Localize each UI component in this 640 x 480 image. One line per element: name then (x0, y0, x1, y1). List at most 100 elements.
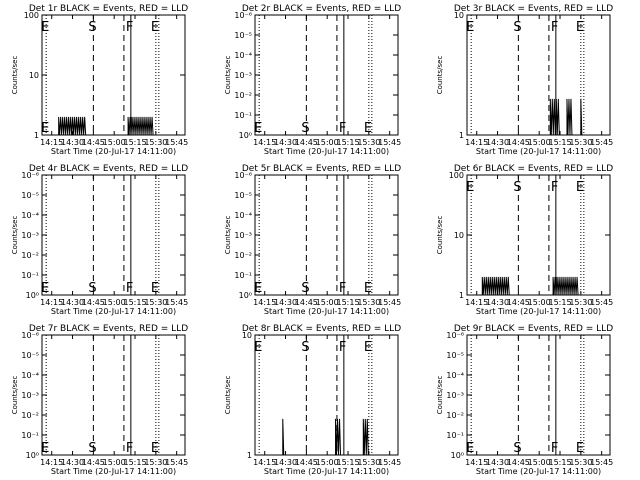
panel-title: Det 4r BLACK = Events, RED = LLD (29, 164, 188, 174)
marker-label: E (41, 20, 49, 35)
marker-label: E (254, 281, 262, 296)
event-spikes (362, 418, 369, 456)
x-tick-label: 14:15 (40, 298, 63, 307)
x-tick-label: 15:30 (569, 138, 592, 147)
y-axis-label: Counts/sec (224, 216, 232, 255)
y-tick-label: 1 (247, 451, 252, 460)
plot-frame (466, 334, 611, 456)
x-tick-label: 14:30 (274, 458, 297, 467)
y-tick-label: 10⁰ (26, 451, 39, 460)
x-tick-label: 14:30 (486, 458, 509, 467)
marker-label: S (88, 441, 96, 456)
x-tick-label: 15:30 (357, 138, 380, 147)
x-tick-label: 15:30 (144, 458, 167, 467)
panel-title: Det 3r BLACK = Events, RED = LLD (454, 4, 613, 14)
y-tick-label: 10⁻¹ (446, 431, 464, 440)
marker-label: E (364, 340, 372, 355)
x-tick-label: 15:00 (103, 138, 126, 147)
y-axis-label: Counts/sec (436, 56, 444, 95)
panel-title: Det 1r BLACK = Events, RED = LLD (29, 4, 188, 14)
y-tick-label: 10⁰ (451, 451, 464, 460)
x-tick-label: 14:45 (507, 298, 530, 307)
y-axis-label: Counts/sec (11, 216, 19, 255)
marker-label: F (126, 281, 133, 296)
y-tick-label: 10 (242, 331, 252, 340)
x-tick-label: 14:15 (465, 298, 488, 307)
y-tick-label: 10⁻⁵ (234, 31, 252, 40)
y-tick-label: 10⁻¹ (21, 271, 39, 280)
marker-label: F (551, 441, 558, 456)
marker-label: E (466, 180, 474, 195)
y-tick-label: 10⁻⁶ (21, 331, 39, 340)
x-axis-label: Start Time (20-Jul-17 14:11:00) (476, 467, 601, 476)
plot-frame (41, 14, 186, 136)
marker-label: E (41, 441, 49, 456)
marker-label: F (126, 441, 133, 456)
x-tick-label: 15:30 (357, 298, 380, 307)
y-tick-label: 10 (29, 71, 39, 80)
plot-frame (254, 334, 399, 456)
detector-panel: Det 1r BLACK = Events, RED = LLD 1 10 100 Co… (11, 4, 188, 156)
x-tick-label: 15:45 (378, 298, 401, 307)
y-tick-label: 10⁻⁶ (446, 331, 464, 340)
x-tick-label: 14:30 (486, 138, 509, 147)
marker-label: E (576, 441, 584, 456)
y-tick-label: 10⁻² (21, 411, 39, 420)
marker-label: E (576, 20, 584, 35)
y-axis-label: Counts/sec (11, 56, 19, 95)
x-tick-label: 15:00 (316, 298, 339, 307)
y-tick-label: 10⁻⁵ (234, 191, 252, 200)
x-tick-label: 15:30 (144, 298, 167, 307)
event-spikes (566, 98, 573, 136)
x-axis-label: Start Time (20-Jul-17 14:11:00) (264, 147, 389, 156)
y-tick-label: 10⁻⁵ (21, 191, 39, 200)
y-tick-label: 10⁻³ (446, 391, 464, 400)
x-tick-label: 14:45 (82, 458, 105, 467)
y-tick-label: 1 (34, 131, 39, 140)
detector-panel: Det 8r BLACK = Events, RED = LLD 1 10 Count… (224, 324, 401, 476)
y-tick-label: 10⁻³ (21, 231, 39, 240)
y-tick-label: 10⁻² (21, 251, 39, 260)
x-tick-label: 14:30 (274, 138, 297, 147)
marker-label: S (88, 20, 96, 35)
y-tick-label: 10 (454, 11, 464, 20)
x-tick-label: 15:30 (569, 458, 592, 467)
plot-frame (466, 14, 611, 136)
panel-title: Det 2r BLACK = Events, RED = LLD (242, 4, 401, 14)
x-tick-label: 14:15 (40, 138, 63, 147)
x-tick-label: 15:15 (123, 298, 146, 307)
y-tick-label: 10 (454, 231, 464, 240)
detector-panel: Det 7r BLACK = Events, RED = LLD 10⁰ 10⁻¹ 1… (11, 324, 188, 476)
event-spikes (552, 276, 579, 296)
y-tick-label: 10⁻⁵ (21, 351, 39, 360)
x-tick-label: 15:15 (123, 458, 146, 467)
x-tick-label: 15:45 (165, 458, 188, 467)
x-tick-label: 14:45 (295, 458, 318, 467)
y-tick-label: 10⁰ (239, 291, 252, 300)
marker-label: F (551, 20, 558, 35)
y-tick-label: 10⁻³ (234, 71, 252, 80)
y-axis-label: Counts/sec (11, 376, 19, 415)
y-tick-label: 10⁻⁶ (21, 171, 39, 180)
y-tick-label: 10⁻² (234, 251, 252, 260)
x-tick-label: 15:00 (316, 458, 339, 467)
y-tick-label: 10⁰ (239, 131, 252, 140)
y-axis-label: Counts/sec (224, 376, 232, 415)
x-tick-label: 15:00 (528, 298, 551, 307)
detector-panel: Det 4r BLACK = Events, RED = LLD 10⁰ 10⁻¹ 1… (11, 164, 188, 316)
x-axis-label: Start Time (20-Jul-17 14:11:00) (51, 147, 176, 156)
x-tick-label: 15:00 (528, 458, 551, 467)
marker-label: E (41, 121, 49, 136)
y-tick-label: 10⁻³ (234, 231, 252, 240)
event-spikes (127, 116, 154, 136)
marker-label: E (576, 180, 584, 195)
panel-title: Det 7r BLACK = Events, RED = LLD (29, 324, 188, 334)
y-tick-label: 10⁻⁴ (21, 211, 39, 220)
marker-label: E (466, 441, 474, 456)
x-tick-label: 14:30 (61, 458, 84, 467)
x-tick-label: 15:45 (165, 298, 188, 307)
y-tick-label: 10⁻⁶ (234, 11, 252, 20)
detector-panel: Det 3r BLACK = Events, RED = LLD 1 10 Count… (436, 4, 613, 156)
y-tick-label: 10⁻¹ (234, 271, 252, 280)
marker-label: E (151, 20, 159, 35)
